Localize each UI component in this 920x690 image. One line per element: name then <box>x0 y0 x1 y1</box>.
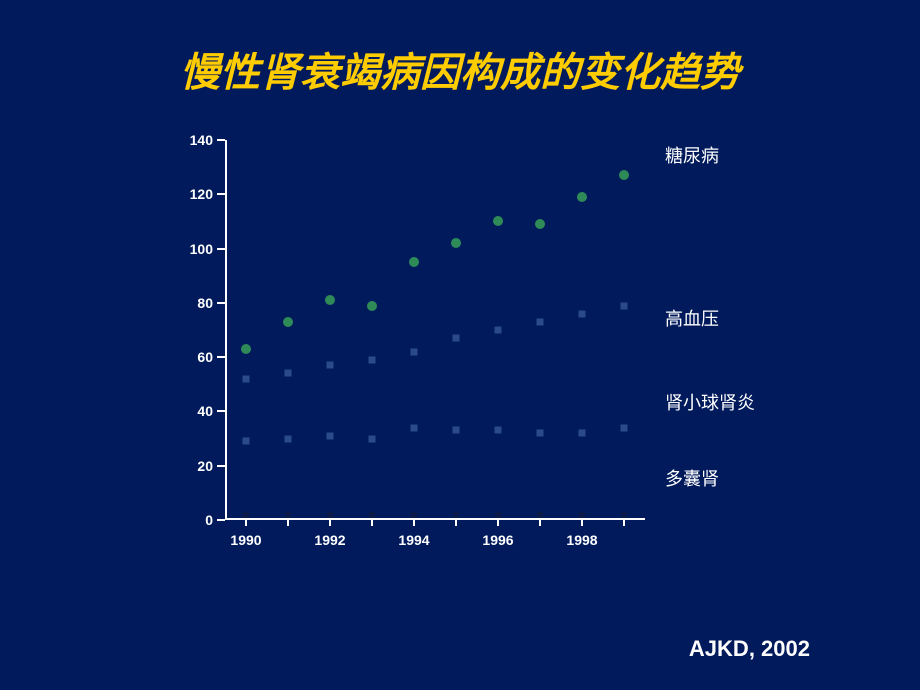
data-point <box>327 362 334 369</box>
data-point <box>537 430 544 437</box>
x-tick <box>371 518 373 526</box>
data-point <box>243 512 249 518</box>
data-point <box>577 192 587 202</box>
x-tick <box>539 518 541 526</box>
chart-container: 02040608010012014019901992199419961998糖尿… <box>175 140 735 560</box>
series-label: 肾小球肾炎 <box>665 389 755 415</box>
source-citation: AJKD, 2002 <box>689 636 810 662</box>
x-tick <box>413 518 415 526</box>
series-label: 糖尿病 <box>665 142 719 168</box>
data-point <box>453 427 460 434</box>
y-tick <box>217 248 225 250</box>
data-point <box>369 356 376 363</box>
x-tick <box>455 518 457 526</box>
x-tick-label: 1990 <box>230 532 261 548</box>
data-point <box>325 295 335 305</box>
y-tick <box>217 302 225 304</box>
series-label: 多囊肾 <box>665 465 719 491</box>
data-point <box>621 302 628 309</box>
data-point <box>579 310 586 317</box>
data-point <box>369 435 376 442</box>
x-tick <box>287 518 289 526</box>
data-point <box>579 512 585 518</box>
data-point <box>579 430 586 437</box>
data-point <box>243 375 250 382</box>
x-tick-label: 1992 <box>314 532 345 548</box>
data-point <box>493 216 503 226</box>
y-tick <box>217 139 225 141</box>
x-tick-label: 1996 <box>482 532 513 548</box>
data-point <box>451 238 461 248</box>
data-point <box>327 432 334 439</box>
x-tick <box>581 518 583 526</box>
data-point <box>537 318 544 325</box>
data-point <box>285 435 292 442</box>
x-tick-label: 1998 <box>566 532 597 548</box>
x-tick-label: 1994 <box>398 532 429 548</box>
y-tick-label: 100 <box>175 241 213 257</box>
data-point <box>619 170 629 180</box>
data-point <box>241 344 251 354</box>
series-label: 高血压 <box>665 305 719 331</box>
data-point <box>411 512 417 518</box>
data-point <box>495 427 502 434</box>
x-tick <box>245 518 247 526</box>
y-tick-label: 120 <box>175 186 213 202</box>
x-tick <box>623 518 625 526</box>
x-tick <box>497 518 499 526</box>
y-tick-label: 60 <box>175 349 213 365</box>
data-point <box>495 512 501 518</box>
y-tick-label: 40 <box>175 403 213 419</box>
y-tick <box>217 519 225 521</box>
data-point <box>453 335 460 342</box>
data-point <box>285 512 291 518</box>
data-point <box>621 512 627 518</box>
data-point <box>495 327 502 334</box>
data-point <box>243 438 250 445</box>
data-point <box>409 257 419 267</box>
chart-title: 慢性肾衰竭病因构成的变化趋势 <box>180 40 740 98</box>
x-tick <box>329 518 331 526</box>
y-tick <box>217 356 225 358</box>
data-point <box>411 424 418 431</box>
data-point <box>411 348 418 355</box>
y-tick-label: 20 <box>175 458 213 474</box>
y-tick-label: 140 <box>175 132 213 148</box>
y-tick <box>217 465 225 467</box>
data-point <box>283 317 293 327</box>
data-point <box>621 424 628 431</box>
y-tick <box>217 193 225 195</box>
data-point <box>537 512 543 518</box>
data-point <box>453 512 459 518</box>
y-tick <box>217 410 225 412</box>
data-point <box>285 370 292 377</box>
y-tick-label: 80 <box>175 295 213 311</box>
data-point <box>327 512 333 518</box>
data-point <box>535 219 545 229</box>
data-point <box>369 512 375 518</box>
data-point <box>367 301 377 311</box>
y-tick-label: 0 <box>175 512 213 528</box>
